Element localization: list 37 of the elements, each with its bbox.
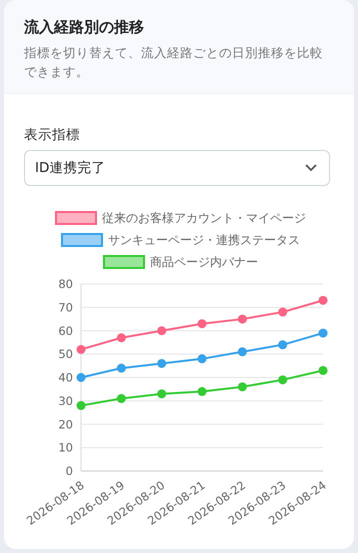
point xyxy=(198,319,206,328)
point xyxy=(76,373,86,382)
point xyxy=(278,375,288,384)
point xyxy=(76,344,86,354)
point xyxy=(318,366,328,375)
y-tick-label: 0 xyxy=(66,464,73,478)
point xyxy=(116,394,126,404)
point xyxy=(157,326,166,336)
chart-subtitle: 指標を切り替えて、流入経路ごとの日別推移を比較できます。 xyxy=(24,44,324,81)
point xyxy=(318,328,328,338)
point xyxy=(238,347,247,356)
y-tick-label: 30 xyxy=(58,394,73,408)
point xyxy=(157,389,166,398)
chart-title: 流入経路別の推移 xyxy=(24,18,145,37)
point xyxy=(157,358,166,368)
point xyxy=(278,340,288,350)
text: 表示指標 xyxy=(24,126,80,144)
point xyxy=(198,387,206,396)
point xyxy=(76,401,86,410)
legend-label: サンキューページ・連携ステータス xyxy=(108,233,300,247)
y-tick-label: 80 xyxy=(58,277,73,291)
point xyxy=(116,364,126,373)
point xyxy=(318,296,328,305)
text: ID連携完了 xyxy=(35,160,106,176)
legend-label: 従来のお客様アカウント・マイページ xyxy=(102,211,306,225)
point xyxy=(238,382,247,392)
y-tick-label: 40 xyxy=(58,370,73,384)
y-tick-label: 60 xyxy=(58,324,73,338)
point xyxy=(198,354,206,364)
y-tick-label: 20 xyxy=(58,417,73,432)
y-tick-label: 70 xyxy=(58,300,73,314)
legend-label: 商品ページ内バナー xyxy=(150,255,258,269)
y-tick-label: 50 xyxy=(58,347,73,362)
point xyxy=(116,333,126,342)
point xyxy=(278,308,288,317)
point xyxy=(238,314,247,324)
y-tick-label: 10 xyxy=(58,440,73,455)
